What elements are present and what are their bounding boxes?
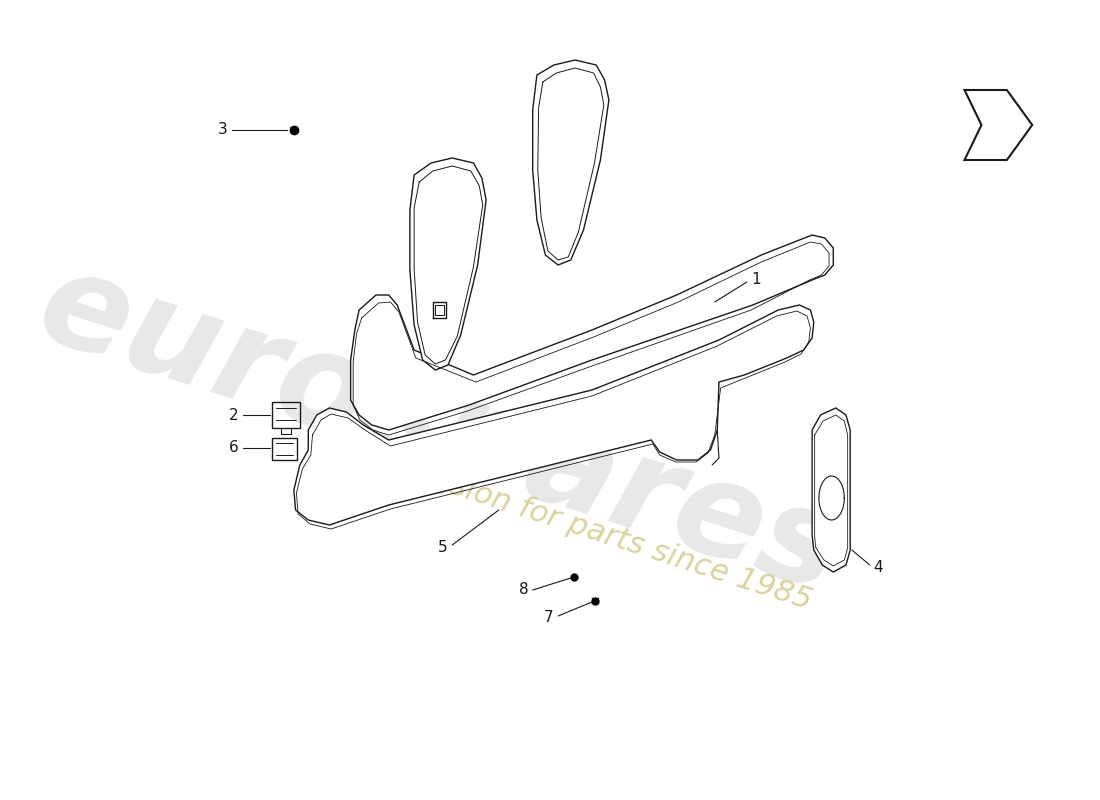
Text: a passion for parts since 1985: a passion for parts since 1985 (368, 445, 815, 615)
Text: 6: 6 (229, 441, 239, 455)
Polygon shape (812, 408, 850, 572)
Text: 2: 2 (229, 407, 239, 422)
Polygon shape (294, 305, 814, 525)
Polygon shape (410, 158, 486, 370)
Text: 7: 7 (544, 610, 553, 626)
Text: 1: 1 (751, 273, 761, 287)
Text: eurospares: eurospares (23, 241, 856, 619)
Polygon shape (351, 235, 834, 430)
Text: 4: 4 (873, 561, 882, 575)
Text: 8: 8 (519, 582, 528, 598)
Polygon shape (532, 60, 609, 265)
Text: 5: 5 (439, 541, 448, 555)
Text: 3: 3 (218, 122, 228, 138)
